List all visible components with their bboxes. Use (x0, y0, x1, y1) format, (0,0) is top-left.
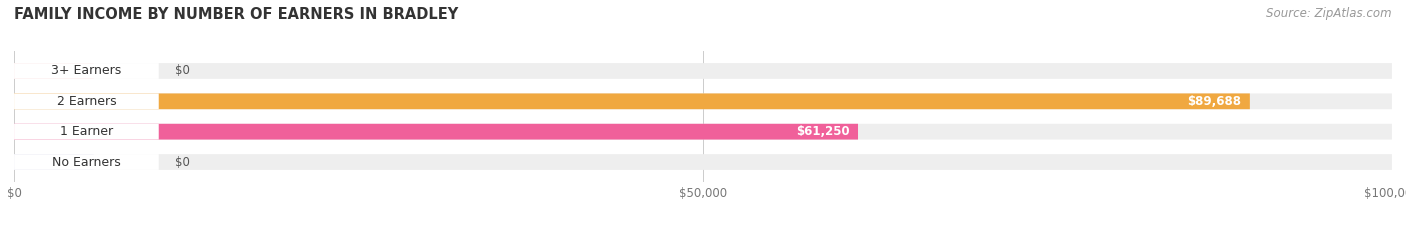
Text: $89,688: $89,688 (1188, 95, 1241, 108)
FancyBboxPatch shape (14, 154, 94, 170)
Text: 3+ Earners: 3+ Earners (51, 65, 121, 78)
Text: FAMILY INCOME BY NUMBER OF EARNERS IN BRADLEY: FAMILY INCOME BY NUMBER OF EARNERS IN BR… (14, 7, 458, 22)
Text: $0: $0 (176, 65, 190, 78)
Text: Source: ZipAtlas.com: Source: ZipAtlas.com (1267, 7, 1392, 20)
Text: $61,250: $61,250 (796, 125, 849, 138)
FancyBboxPatch shape (14, 124, 159, 140)
FancyBboxPatch shape (14, 93, 159, 109)
FancyBboxPatch shape (14, 63, 94, 79)
Text: 2 Earners: 2 Earners (56, 95, 117, 108)
FancyBboxPatch shape (14, 63, 159, 79)
FancyBboxPatch shape (14, 93, 1392, 109)
FancyBboxPatch shape (14, 154, 159, 170)
FancyBboxPatch shape (14, 93, 1250, 109)
Text: No Earners: No Earners (52, 155, 121, 168)
FancyBboxPatch shape (14, 124, 1392, 140)
Text: 1 Earner: 1 Earner (60, 125, 112, 138)
FancyBboxPatch shape (14, 154, 1392, 170)
FancyBboxPatch shape (14, 124, 858, 140)
Text: $0: $0 (176, 155, 190, 168)
FancyBboxPatch shape (14, 63, 1392, 79)
